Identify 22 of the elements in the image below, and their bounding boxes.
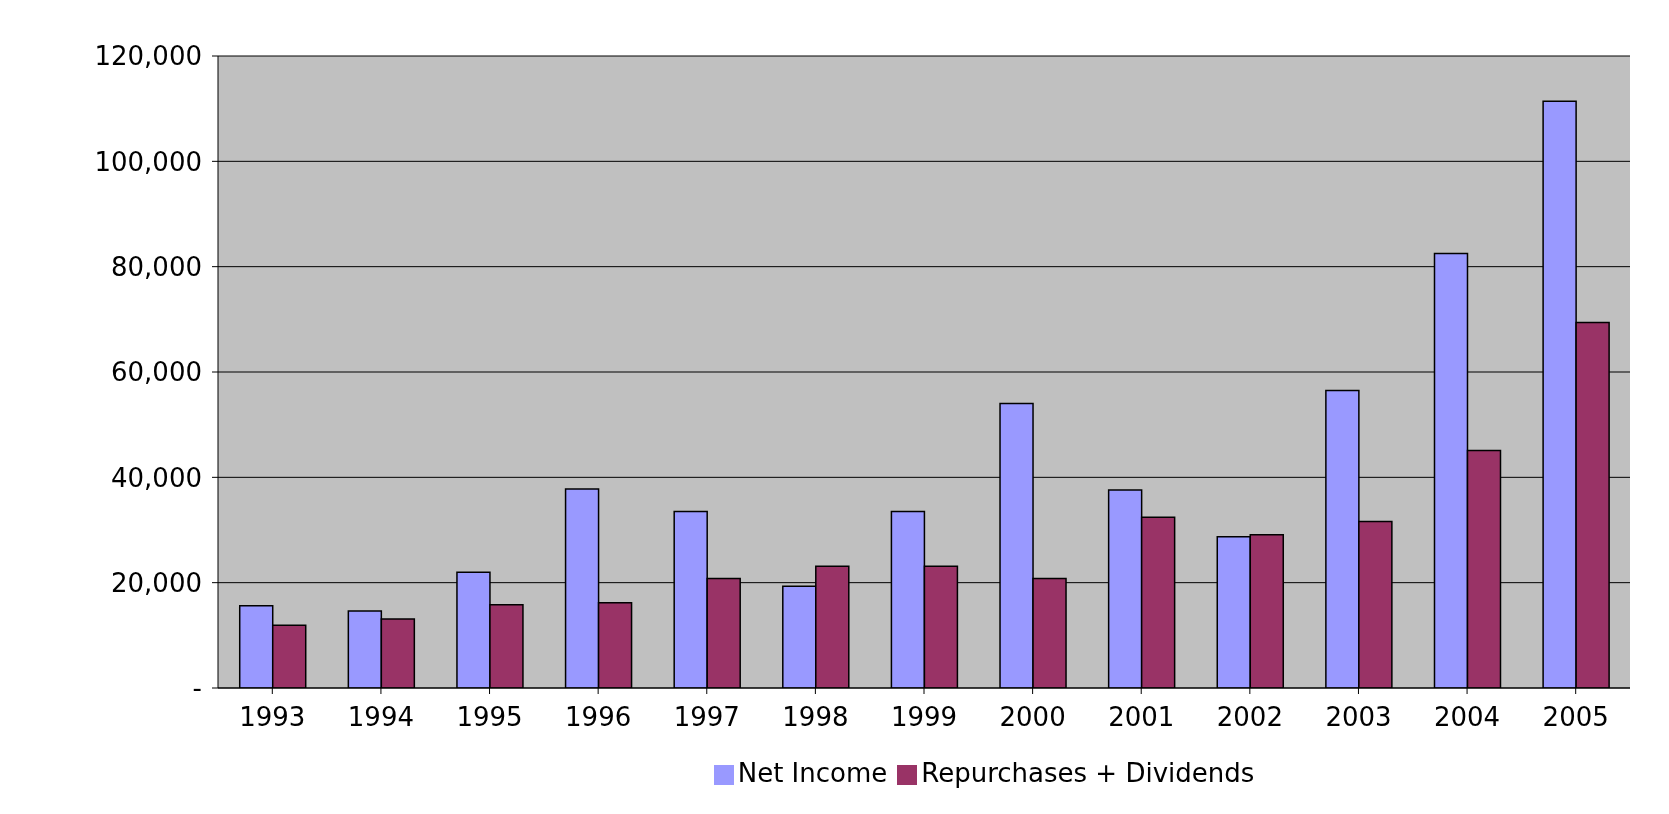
y-tick-label: 80,000 — [111, 251, 202, 282]
x-tick-label: 1999 — [890, 702, 958, 733]
y-tick-label: 100,000 — [94, 146, 202, 177]
x-tick-label: 2005 — [1542, 702, 1609, 733]
x-tick-label: 1998 — [782, 702, 849, 733]
x-tick-label: 2001 — [1108, 702, 1175, 733]
x-tick-label: 1993 — [239, 702, 306, 733]
x-tick-label: 1994 — [347, 702, 415, 733]
x-tick-label: 1997 — [673, 702, 740, 733]
y-tick-label: 40,000 — [111, 462, 202, 493]
x-tick-label: 1995 — [456, 702, 523, 733]
legend-label: Net Income — [737, 758, 888, 788]
y-tick-label: 60,000 — [111, 357, 202, 388]
x-tick-label: 2002 — [1216, 702, 1283, 733]
y-tick-label: - — [192, 673, 202, 704]
x-tick-label: 1996 — [565, 702, 632, 733]
x-tick-label: 2003 — [1325, 702, 1392, 733]
legend-label: Repurchases + Dividends — [921, 758, 1255, 788]
y-tick-label: 20,000 — [111, 567, 202, 598]
x-tick-label: 2004 — [1433, 702, 1501, 733]
x-tick-label: 2000 — [999, 702, 1066, 733]
y-tick-label: 120,000 — [94, 41, 202, 72]
